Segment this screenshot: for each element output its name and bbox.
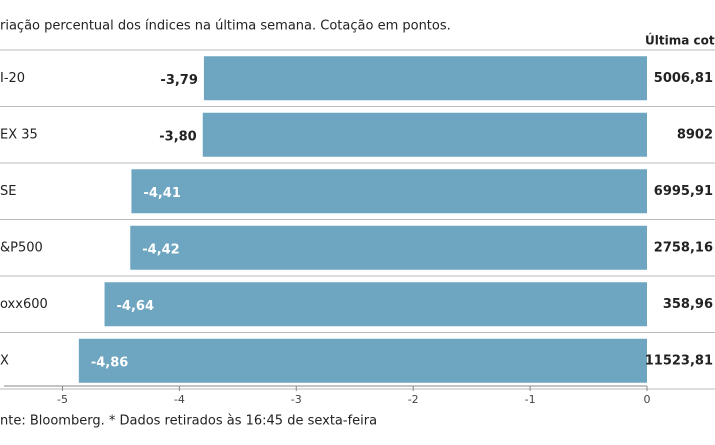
x-tick-label: -5 — [57, 393, 68, 406]
value-label: -3,79 — [160, 73, 197, 88]
category-label: oxx600 — [0, 297, 48, 312]
value-label: -4,41 — [143, 186, 180, 201]
right-label: 8902 — [677, 127, 713, 142]
right-label: 358,96 — [663, 297, 713, 312]
category-label: SE — [0, 184, 16, 199]
x-tick-label: -1 — [525, 393, 536, 406]
value-label: -4,42 — [142, 242, 179, 257]
x-tick-label: 0 — [644, 393, 651, 406]
bar — [203, 56, 647, 101]
footer: nte: Bloomberg. * Dados retirados às 16:… — [0, 414, 377, 429]
bar — [202, 112, 647, 157]
bar — [78, 338, 647, 383]
x-tick-label: -2 — [408, 393, 419, 406]
right-label: 5006,81 — [654, 71, 713, 86]
value-label: -3,80 — [159, 129, 196, 144]
bar — [131, 169, 647, 214]
chart-title: riação percentual dos índices na última … — [0, 19, 451, 34]
right-label: 11523,81 — [645, 353, 713, 368]
bar — [130, 225, 647, 270]
category-label: X — [0, 353, 9, 368]
value-label: -4,86 — [91, 355, 128, 370]
bar — [104, 282, 648, 327]
right-label: 2758,16 — [654, 240, 713, 255]
right-header: Última cotaç — [645, 33, 715, 48]
value-label: -4,64 — [117, 299, 154, 314]
right-label: 6995,91 — [654, 184, 713, 199]
category-label: EX 35 — [0, 127, 38, 142]
category-label: I-20 — [0, 71, 25, 86]
x-tick-label: -3 — [291, 393, 302, 406]
category-label: &P500 — [0, 240, 43, 255]
x-tick-label: -4 — [174, 393, 185, 406]
